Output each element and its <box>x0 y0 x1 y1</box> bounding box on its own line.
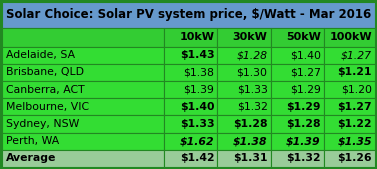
Bar <box>164 64 218 81</box>
Bar <box>324 133 375 150</box>
Bar <box>2 28 164 46</box>
Text: $1.35: $1.35 <box>337 136 372 146</box>
Bar <box>2 46 164 64</box>
Bar <box>164 81 218 98</box>
Bar <box>271 115 324 133</box>
Bar <box>218 133 271 150</box>
Text: $1.30: $1.30 <box>236 67 268 77</box>
Bar <box>2 98 164 115</box>
Text: 10kW: 10kW <box>179 32 215 42</box>
Text: $1.28: $1.28 <box>233 119 268 129</box>
Bar <box>271 46 324 64</box>
Text: $1.27: $1.27 <box>290 67 321 77</box>
Bar <box>271 81 324 98</box>
Text: $1.40: $1.40 <box>290 50 321 60</box>
Bar <box>271 28 324 46</box>
Text: Sydney, NSW: Sydney, NSW <box>6 119 80 129</box>
Bar <box>164 133 218 150</box>
Text: Solar Choice: Solar PV system price, $/Watt - Mar 2016: Solar Choice: Solar PV system price, $/W… <box>6 8 371 21</box>
Bar <box>2 81 164 98</box>
Bar <box>271 64 324 81</box>
Bar <box>2 115 164 133</box>
Text: Canberra, ACT: Canberra, ACT <box>6 84 84 95</box>
Text: $1.42: $1.42 <box>180 153 215 163</box>
Bar <box>218 115 271 133</box>
Text: Perth, WA: Perth, WA <box>6 136 59 146</box>
Text: Brisbane, QLD: Brisbane, QLD <box>6 67 84 77</box>
Text: $1.27: $1.27 <box>337 102 372 112</box>
Text: $1.43: $1.43 <box>180 50 215 60</box>
Text: $1.27: $1.27 <box>341 50 372 60</box>
Bar <box>271 133 324 150</box>
Text: $1.29: $1.29 <box>286 102 321 112</box>
Bar <box>218 28 271 46</box>
Bar <box>324 28 375 46</box>
Text: $1.62: $1.62 <box>180 136 215 146</box>
Bar <box>164 115 218 133</box>
Text: 50kW: 50kW <box>286 32 321 42</box>
Bar <box>218 81 271 98</box>
Bar <box>2 150 164 167</box>
Text: $1.39: $1.39 <box>184 84 215 95</box>
Text: Melbourne, VIC: Melbourne, VIC <box>6 102 89 112</box>
Text: Average: Average <box>6 153 57 163</box>
Text: $1.39: $1.39 <box>286 136 321 146</box>
Bar <box>271 150 324 167</box>
Bar <box>2 133 164 150</box>
Text: Adelaide, SA: Adelaide, SA <box>6 50 75 60</box>
Bar <box>324 64 375 81</box>
Bar <box>271 98 324 115</box>
Bar <box>218 98 271 115</box>
Text: $1.38: $1.38 <box>184 67 215 77</box>
Text: 100kW: 100kW <box>329 32 372 42</box>
Bar <box>2 64 164 81</box>
Text: $1.40: $1.40 <box>180 102 215 112</box>
Bar <box>324 46 375 64</box>
Text: 30kW: 30kW <box>233 32 268 42</box>
Text: $1.33: $1.33 <box>237 84 268 95</box>
Text: $1.38: $1.38 <box>233 136 268 146</box>
Bar <box>218 46 271 64</box>
Text: $1.32: $1.32 <box>237 102 268 112</box>
Text: $1.32: $1.32 <box>286 153 321 163</box>
Text: $1.20: $1.20 <box>341 84 372 95</box>
Bar <box>164 46 218 64</box>
Text: $1.28: $1.28 <box>286 119 321 129</box>
Text: $1.21: $1.21 <box>337 67 372 77</box>
Bar <box>324 98 375 115</box>
Bar <box>164 28 218 46</box>
Text: $1.26: $1.26 <box>337 153 372 163</box>
Text: $1.29: $1.29 <box>290 84 321 95</box>
Bar <box>324 115 375 133</box>
Bar <box>324 81 375 98</box>
Bar <box>218 64 271 81</box>
Bar <box>164 150 218 167</box>
Bar <box>218 150 271 167</box>
Text: $1.33: $1.33 <box>180 119 215 129</box>
Text: $1.22: $1.22 <box>337 119 372 129</box>
Text: $1.28: $1.28 <box>236 50 268 60</box>
Bar <box>2 2 375 28</box>
Bar <box>324 150 375 167</box>
Text: $1.31: $1.31 <box>233 153 268 163</box>
Bar <box>164 98 218 115</box>
